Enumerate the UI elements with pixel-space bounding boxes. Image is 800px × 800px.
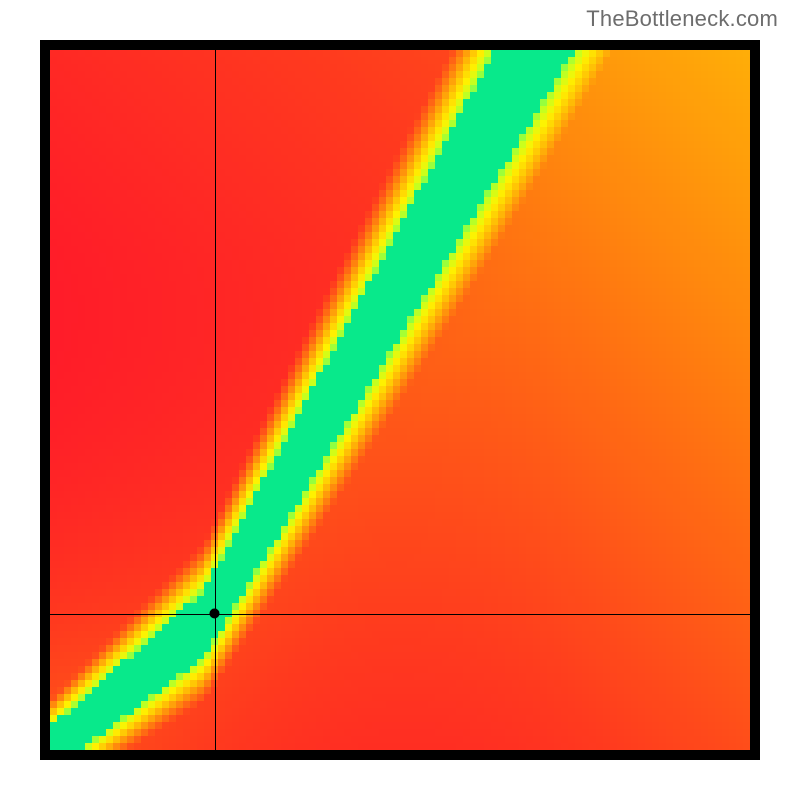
plot-inner (50, 50, 750, 750)
watermark-text: TheBottleneck.com (586, 6, 778, 32)
plot-frame (40, 40, 760, 760)
crosshair-overlay (50, 50, 750, 750)
chart-container: TheBottleneck.com (0, 0, 800, 800)
